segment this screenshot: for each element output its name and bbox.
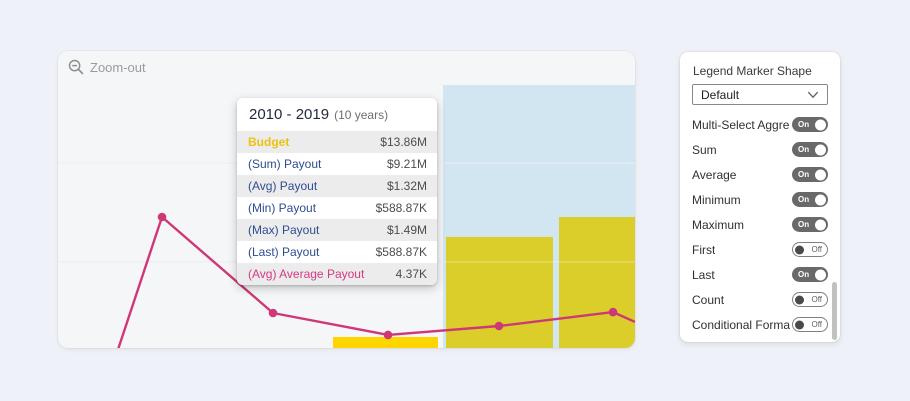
tooltip-row-value: $1.32M	[386, 179, 427, 193]
line-marker	[608, 307, 618, 317]
tooltip-row: (Avg) Payout $1.32M	[237, 175, 437, 197]
toggle-state-text: Off	[811, 319, 822, 329]
tooltip-row-label: (Min) Payout	[248, 201, 317, 215]
toggle-row-minimum: Minimum On	[692, 187, 828, 212]
toggle-knob	[815, 144, 826, 155]
toggle-label: Average	[692, 167, 737, 182]
budget-bar	[446, 236, 553, 348]
tooltip-subtitle: (10 years)	[334, 108, 389, 122]
chart-plot[interactable]	[58, 51, 635, 348]
legend-marker-shape-label: Legend Marker Shape	[693, 64, 812, 78]
line-marker	[268, 308, 278, 318]
toggle-label: Minimum	[692, 192, 741, 207]
tooltip-row-value: 4.37K	[395, 267, 427, 281]
toggle-state-text: Off	[811, 244, 822, 254]
toggle-state-text: On	[798, 194, 810, 204]
last-toggle[interactable]: On	[792, 267, 828, 282]
toggle-knob	[815, 169, 826, 180]
toggle-knob	[795, 245, 804, 254]
tooltip-row-value: $588.87K	[375, 245, 427, 259]
toggle-row-count: Count Off	[692, 287, 828, 312]
toggle-state-text: On	[798, 169, 810, 179]
first-toggle[interactable]: Off	[792, 242, 828, 257]
tooltip-row-label: (Avg) Payout	[248, 179, 318, 193]
tooltip-row-value: $588.87K	[375, 201, 427, 215]
dropdown-selected-value: Default	[701, 87, 740, 102]
zoom-out-icon	[68, 59, 84, 75]
settings-panel: Legend Marker Shape Default Multi-Select…	[680, 52, 840, 342]
toggle-label: Last	[692, 267, 715, 282]
toggle-label: Multi-Select Aggre...	[692, 117, 790, 132]
toggle-knob	[795, 295, 804, 304]
toggle-label: Maximum	[692, 217, 745, 232]
panel-scrollbar[interactable]	[832, 282, 837, 340]
toggle-row-sum: Sum On	[692, 137, 828, 162]
tooltip-title: 2010 - 2019	[249, 106, 330, 123]
minimum-toggle[interactable]: On	[792, 192, 828, 207]
toggle-rows: Multi-Select Aggre... On Sum On Average …	[692, 112, 828, 337]
line-marker	[383, 330, 393, 340]
toggle-label: First	[692, 242, 716, 257]
zoom-out-button[interactable]: Zoom-out	[68, 59, 146, 75]
toggle-knob	[815, 194, 826, 205]
toggle-state-text: On	[798, 269, 810, 279]
toggle-knob	[815, 119, 826, 130]
tooltip-row: (Max) Payout $1.49M	[237, 219, 437, 241]
multi-select-aggregations-toggle[interactable]: On	[792, 117, 828, 132]
conditional-formatting-toggle[interactable]: Off	[792, 317, 828, 332]
toggle-row-maximum: Maximum On	[692, 212, 828, 237]
toggle-state-text: On	[798, 119, 810, 129]
toggle-label: Conditional Format...	[692, 317, 790, 332]
toggle-label: Sum	[692, 142, 717, 157]
toggle-row-last: Last On	[692, 262, 828, 287]
chart-card: Zoom-out 2010 - 2019 (10 years) Budget $1…	[58, 51, 635, 348]
budget-bar	[559, 217, 635, 348]
tooltip-row-label: (Sum) Payout	[248, 157, 322, 171]
toggle-row-first: First Off	[692, 237, 828, 262]
toggle-row-conditional-formatting: Conditional Format... Off	[692, 312, 828, 337]
chart-tooltip: 2010 - 2019 (10 years) Budget $13.86M (Su…	[237, 98, 437, 285]
tooltip-row: (Sum) Payout $9.21M	[237, 153, 437, 175]
toggle-row-multi-select-aggregations: Multi-Select Aggre... On	[692, 112, 828, 137]
toggle-state-text: On	[798, 144, 810, 154]
sum-toggle[interactable]: On	[792, 142, 828, 157]
legend-marker-shape-dropdown[interactable]: Default	[692, 84, 828, 105]
chevron-down-icon	[807, 91, 819, 99]
tooltip-row: Budget $13.86M	[237, 131, 437, 153]
tooltip-row-value: $1.49M	[386, 223, 427, 237]
line-marker	[157, 212, 167, 222]
toggle-knob	[815, 219, 826, 230]
line-marker	[494, 321, 504, 331]
tooltip-row: (Avg) Average Payout 4.37K	[237, 263, 437, 285]
tooltip-row-label: (Max) Payout	[248, 223, 320, 237]
average-toggle[interactable]: On	[792, 167, 828, 182]
tooltip-row-value: $13.86M	[380, 135, 427, 149]
tooltip-row-value: $9.21M	[386, 157, 427, 171]
tooltip-row: (Min) Payout $588.87K	[237, 197, 437, 219]
tooltip-header: 2010 - 2019 (10 years)	[237, 98, 437, 131]
zoom-out-label: Zoom-out	[90, 59, 146, 75]
tooltip-row-label: (Avg) Average Payout	[248, 267, 365, 281]
tooltip-row: (Last) Payout $588.87K	[237, 241, 437, 263]
toggle-label: Count	[692, 292, 725, 307]
budget-bar	[333, 337, 438, 348]
toggle-row-average: Average On	[692, 162, 828, 187]
toggle-state-text: Off	[811, 294, 822, 304]
toggle-knob	[815, 269, 826, 280]
count-toggle[interactable]: Off	[792, 292, 828, 307]
maximum-toggle[interactable]: On	[792, 217, 828, 232]
toggle-state-text: On	[798, 219, 810, 229]
tooltip-row-label: (Last) Payout	[248, 245, 320, 259]
tooltip-row-label: Budget	[248, 135, 290, 149]
toggle-knob	[795, 320, 804, 329]
